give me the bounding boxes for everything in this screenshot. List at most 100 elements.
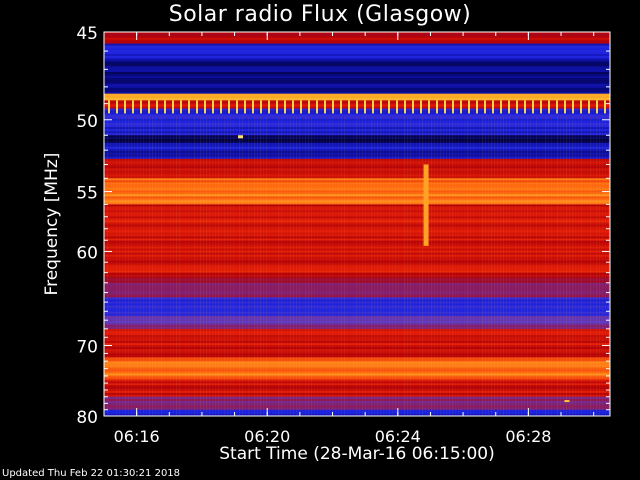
interference-tick: [156, 100, 158, 114]
time-column-texture: [407, 117, 409, 416]
time-column-texture: [524, 117, 526, 416]
interference-tick: [308, 100, 310, 114]
frequency-band-row: [104, 35, 610, 39]
frequency-band-row: [104, 268, 610, 272]
time-column-texture: [317, 117, 318, 416]
time-column-texture: [254, 117, 256, 416]
time-column-texture: [233, 117, 235, 416]
time-column-texture: [497, 117, 499, 416]
frequency-band-row: [104, 168, 610, 171]
time-column-texture: [545, 117, 547, 416]
time-column-texture: [512, 117, 513, 416]
time-column-texture: [335, 117, 336, 416]
time-column-texture: [602, 117, 603, 416]
frequency-band-row: [104, 120, 610, 124]
frequency-band-row: [104, 64, 610, 67]
frequency-band-row: [104, 32, 610, 35]
frequency-band-row: [104, 133, 610, 136]
frequency-band-row: [104, 272, 610, 276]
time-column-texture: [437, 117, 439, 416]
time-column-texture: [389, 117, 391, 416]
time-column-texture: [353, 117, 354, 416]
time-column-texture: [404, 117, 406, 416]
time-column-texture: [575, 117, 577, 416]
frequency-band-row: [104, 202, 610, 206]
frequency-band-row: [104, 146, 610, 150]
interference-tick: [252, 100, 254, 114]
frequency-band-row: [104, 405, 610, 409]
time-column-texture: [206, 117, 208, 416]
time-column-texture: [215, 117, 217, 416]
interference-tick: [532, 100, 534, 114]
time-column-texture: [203, 117, 205, 416]
frequency-band-row: [104, 323, 610, 326]
interference-tick: [588, 100, 590, 114]
time-column-texture: [470, 117, 472, 416]
interference-tick: [388, 100, 390, 114]
frequency-band-row: [104, 49, 610, 53]
x-tick-label: 06:16: [114, 427, 160, 446]
y-tick-label: 60: [76, 243, 98, 263]
frequency-band-row: [104, 396, 610, 400]
frequency-band-row: [104, 413, 610, 416]
time-column-texture: [383, 117, 385, 416]
frequency-band-row: [104, 307, 610, 311]
frequency-band-row: [104, 214, 610, 218]
time-column-texture: [401, 117, 402, 416]
frequency-band-row: [104, 41, 610, 45]
frequency-band-row: [104, 212, 610, 216]
time-column-texture: [263, 117, 265, 416]
time-column-texture: [155, 117, 157, 416]
frequency-band-row: [104, 286, 610, 290]
frequency-band-row: [104, 222, 610, 226]
interference-tick: [244, 100, 246, 114]
time-column-texture: [131, 117, 133, 416]
frequency-band-row: [104, 127, 610, 130]
time-column-texture: [446, 117, 448, 416]
x-tick-label: 06:20: [244, 427, 290, 446]
time-column-texture: [413, 117, 414, 416]
frequency-band-row: [104, 409, 610, 413]
time-column-texture: [422, 117, 424, 416]
frequency-band-row: [104, 70, 610, 73]
interference-tick: [276, 100, 278, 114]
frequency-band-row: [104, 139, 610, 142]
frequency-band-row: [104, 359, 610, 362]
frequency-band-row: [104, 339, 610, 342]
y-tick-label: 70: [76, 337, 98, 357]
frequency-band-row: [104, 83, 610, 87]
frequency-band-row: [104, 114, 610, 118]
frequency-band-row: [104, 238, 610, 242]
frequency-band-row: [104, 206, 610, 210]
time-column-texture: [473, 117, 475, 416]
frequency-band-row: [104, 184, 610, 187]
frequency-band-row: [104, 122, 610, 126]
frequency-band-row: [104, 224, 610, 228]
frequency-band-row: [104, 152, 610, 156]
time-column-texture: [278, 117, 280, 416]
time-column-texture: [275, 117, 276, 416]
time-column-texture: [395, 117, 397, 416]
time-column-texture: [347, 117, 348, 416]
frequency-band-row: [104, 297, 610, 301]
frequency-band-row: [104, 240, 610, 244]
interference-tick: [284, 100, 286, 114]
time-column-texture: [230, 117, 232, 416]
frequency-band-row: [104, 33, 610, 37]
y-tick-label: 50: [76, 112, 98, 132]
time-column-texture: [245, 117, 246, 416]
frequency-band-row: [104, 355, 610, 358]
interference-tick: [412, 100, 414, 114]
frequency-band-row: [104, 347, 610, 350]
frequency-band-row: [104, 276, 610, 280]
frequency-band-row: [104, 137, 610, 140]
frequency-band-row: [104, 242, 610, 246]
time-column-texture: [332, 117, 334, 416]
time-column-texture: [248, 117, 250, 416]
time-column-texture: [452, 117, 454, 416]
frequency-band-row: [104, 328, 610, 332]
time-column-texture: [302, 117, 303, 416]
time-column-texture: [560, 117, 562, 416]
interference-tick: [596, 100, 598, 114]
x-tick-label: 06:28: [505, 427, 551, 446]
